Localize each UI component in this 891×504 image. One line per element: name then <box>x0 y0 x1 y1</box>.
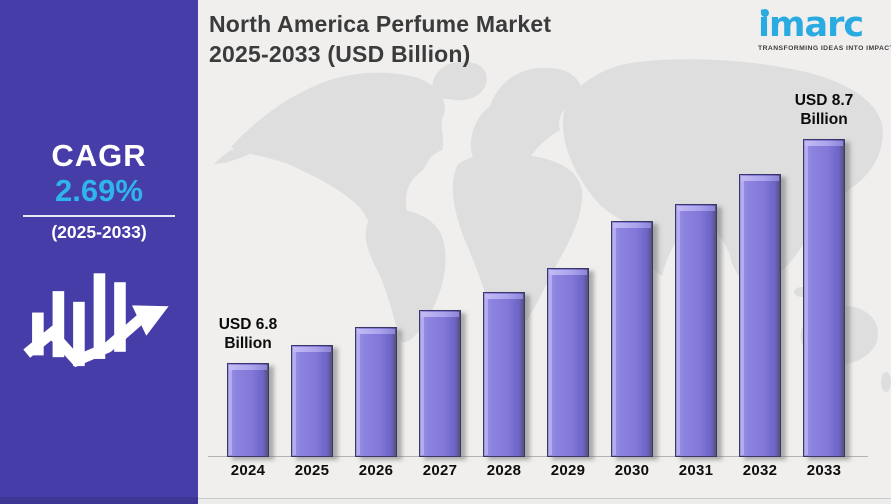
x-axis-label-2033: 2033 <box>806 462 842 479</box>
bar-chart-growth-arrow-icon <box>23 273 169 368</box>
bar-column: 2033 <box>803 139 845 483</box>
imarc-logo: imarc TRANSFORMING IDEAS INTO IMPACT <box>758 8 891 53</box>
x-axis-label-2029: 2029 <box>550 462 586 479</box>
cagr-label: CAGR <box>51 138 147 173</box>
logo-tagline: TRANSFORMING IDEAS INTO IMPACT <box>758 45 891 52</box>
page-title: North America Perfume Market 2025-2033 (… <box>209 9 551 70</box>
annotation-line2: Billion <box>224 334 272 352</box>
x-axis-label-2026: 2026 <box>358 462 394 479</box>
bar-2031 <box>675 204 717 457</box>
cagr-period: (2025-2033) <box>51 222 147 243</box>
bar-2033 <box>803 139 845 457</box>
divider <box>23 215 175 218</box>
x-axis-label-2032: 2032 <box>742 462 778 479</box>
logo-dot-icon <box>761 9 769 17</box>
bars: 2024 2025 2026 2027 2028 2029 2030 2031 2032 2033 <box>227 139 845 483</box>
x-axis-label-2031: 2031 <box>678 462 714 479</box>
page-title-line2: 2025-2033 (USD Billion) <box>209 41 471 68</box>
logo-brand-text: imarc <box>758 5 864 45</box>
x-axis-label-2030: 2030 <box>614 462 650 479</box>
bar-2026 <box>355 327 397 457</box>
bottom-edge <box>0 498 891 504</box>
x-axis-label-2028: 2028 <box>486 462 522 479</box>
bar-2030 <box>611 221 653 457</box>
bar-2032 <box>739 174 781 457</box>
bar-2024 <box>227 363 269 457</box>
bar-2028 <box>483 292 525 457</box>
annotation-line1: USD 8.7 <box>794 92 854 110</box>
bar-column: 2030 <box>611 221 653 483</box>
bar-column: 2028 <box>483 292 525 483</box>
value-annotation-2033: USD 8.7 Billion <box>795 92 854 129</box>
value-annotation-2024: USD 6.8 Billion <box>219 316 278 353</box>
x-axis-label-2024: 2024 <box>230 462 266 479</box>
bar-column: 2026 <box>355 327 397 483</box>
bar-column: 2032 <box>739 174 781 483</box>
bar-2025 <box>291 345 333 457</box>
x-axis-label-2025: 2025 <box>294 462 330 479</box>
bar-column: 2024 <box>227 363 269 483</box>
bar-2029 <box>547 268 589 457</box>
x-axis-label-2027: 2027 <box>422 462 458 479</box>
annotation-line2: Billion <box>800 110 848 128</box>
logo-wordmark: imarc <box>758 8 878 43</box>
x-axis-line <box>208 456 868 457</box>
cagr-sidebar: CAGR 2.69% (2025-2033) <box>0 0 198 498</box>
page-title-line1: North America Perfume Market <box>209 11 552 37</box>
bottom-edge-sidebar <box>0 497 198 504</box>
bar-column: 2031 <box>675 204 717 483</box>
bar-column: 2027 <box>419 310 461 483</box>
annotation-line1: USD 6.8 <box>218 316 278 334</box>
cagr-value: 2.69% <box>55 172 143 208</box>
bar-chart: 2024 2025 2026 2027 2028 2029 2030 2031 2032 2033… <box>198 0 891 504</box>
bar-column: 2029 <box>547 268 589 483</box>
bar-2027 <box>419 310 461 457</box>
bar-column: 2025 <box>291 345 333 483</box>
